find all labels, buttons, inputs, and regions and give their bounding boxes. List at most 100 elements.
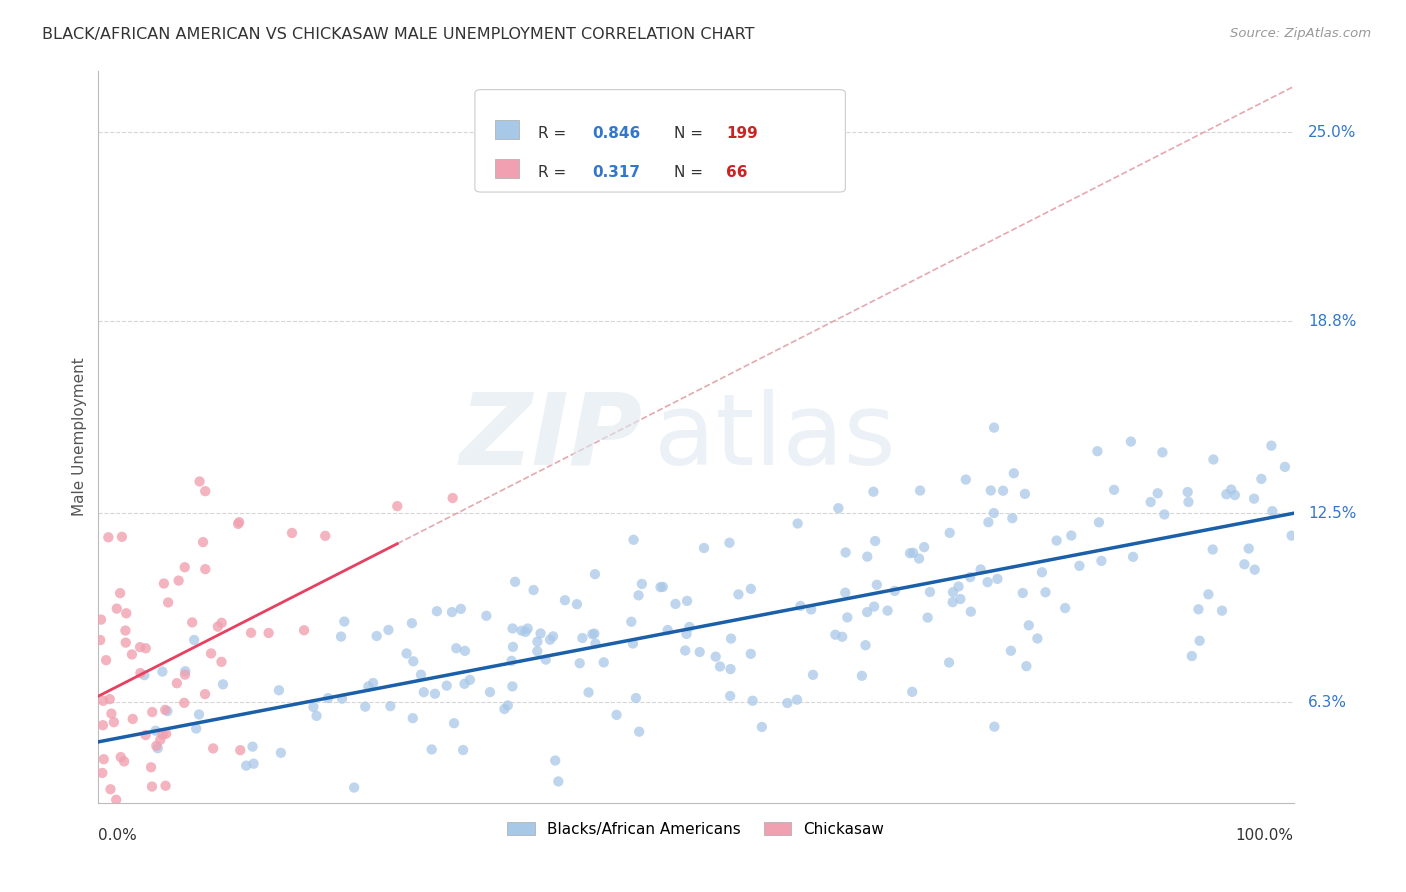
Point bbox=[1261, 504, 1284, 518]
Point bbox=[1237, 541, 1260, 556]
Point bbox=[1153, 508, 1175, 522]
Point bbox=[494, 702, 516, 716]
Point bbox=[980, 483, 1002, 498]
Point bbox=[155, 727, 177, 741]
Point bbox=[727, 587, 749, 601]
Point bbox=[281, 526, 304, 541]
Text: 0.846: 0.846 bbox=[592, 126, 640, 141]
Point bbox=[1122, 549, 1144, 564]
Point bbox=[959, 605, 981, 619]
Point bbox=[1233, 558, 1256, 572]
Point bbox=[554, 593, 576, 607]
Point bbox=[141, 780, 163, 794]
Point bbox=[776, 696, 799, 710]
Point bbox=[1015, 659, 1038, 673]
Text: 6.3%: 6.3% bbox=[1308, 695, 1347, 710]
Point bbox=[901, 546, 924, 560]
Point bbox=[91, 694, 114, 708]
Point bbox=[108, 586, 131, 600]
Point bbox=[568, 657, 591, 671]
Point bbox=[121, 648, 143, 662]
Point bbox=[478, 685, 501, 699]
Point bbox=[986, 572, 1008, 586]
Point bbox=[983, 720, 1005, 734]
Point bbox=[740, 582, 762, 596]
Point bbox=[709, 659, 731, 673]
Point bbox=[1215, 487, 1237, 501]
Point bbox=[949, 592, 972, 607]
Point bbox=[1088, 516, 1111, 530]
Text: 100.0%: 100.0% bbox=[1236, 829, 1294, 844]
Point bbox=[97, 811, 120, 825]
Point bbox=[851, 669, 873, 683]
Point bbox=[156, 704, 179, 718]
Point bbox=[908, 551, 931, 566]
Point bbox=[97, 530, 120, 544]
Point bbox=[912, 540, 935, 554]
Point bbox=[167, 574, 190, 588]
Point bbox=[441, 491, 464, 505]
Point bbox=[571, 631, 593, 645]
Point bbox=[834, 585, 856, 599]
Text: R =: R = bbox=[538, 126, 571, 141]
Point bbox=[229, 743, 252, 757]
Point bbox=[515, 624, 537, 639]
Point bbox=[855, 638, 877, 652]
Point bbox=[942, 595, 965, 609]
Point bbox=[366, 629, 388, 643]
Point bbox=[242, 739, 264, 754]
Point bbox=[183, 632, 205, 647]
Point bbox=[983, 506, 1005, 520]
Point bbox=[226, 516, 249, 531]
Point bbox=[502, 622, 524, 636]
Point bbox=[516, 622, 538, 636]
Point bbox=[380, 699, 402, 714]
Point bbox=[330, 691, 353, 706]
Text: 25.0%: 25.0% bbox=[1308, 125, 1357, 140]
Point bbox=[134, 668, 156, 682]
Point bbox=[718, 689, 741, 703]
Point bbox=[191, 535, 214, 549]
Point bbox=[114, 624, 136, 638]
Point bbox=[623, 533, 645, 547]
Text: 0.317: 0.317 bbox=[592, 165, 640, 180]
Point bbox=[740, 647, 762, 661]
Point bbox=[502, 640, 524, 654]
Point bbox=[824, 628, 846, 642]
Point bbox=[426, 604, 449, 618]
Point bbox=[837, 610, 859, 624]
Point bbox=[453, 677, 475, 691]
Point bbox=[538, 632, 561, 647]
Point bbox=[305, 709, 328, 723]
Point bbox=[354, 699, 377, 714]
Point bbox=[228, 515, 250, 529]
Point bbox=[155, 703, 177, 717]
Point bbox=[583, 626, 606, 640]
Point bbox=[901, 685, 924, 699]
Point bbox=[1045, 533, 1067, 548]
Point bbox=[93, 752, 115, 766]
Point bbox=[503, 574, 526, 589]
Text: ZIP: ZIP bbox=[460, 389, 643, 485]
Point bbox=[1211, 604, 1233, 618]
Point bbox=[145, 723, 167, 738]
Point bbox=[412, 685, 434, 699]
Point bbox=[501, 679, 523, 693]
Point bbox=[333, 615, 356, 629]
Point bbox=[139, 760, 162, 774]
Point bbox=[1223, 488, 1246, 502]
Point bbox=[786, 516, 808, 531]
Point bbox=[316, 691, 339, 706]
Point bbox=[624, 691, 647, 706]
Point bbox=[693, 541, 716, 555]
Point bbox=[1087, 444, 1109, 458]
Point bbox=[103, 715, 125, 730]
FancyBboxPatch shape bbox=[475, 90, 845, 192]
Point bbox=[207, 620, 229, 634]
Point bbox=[451, 743, 474, 757]
Point bbox=[395, 647, 418, 661]
Point bbox=[673, 643, 696, 657]
Point bbox=[1243, 491, 1265, 506]
Point bbox=[664, 597, 686, 611]
Text: 199: 199 bbox=[725, 126, 758, 141]
